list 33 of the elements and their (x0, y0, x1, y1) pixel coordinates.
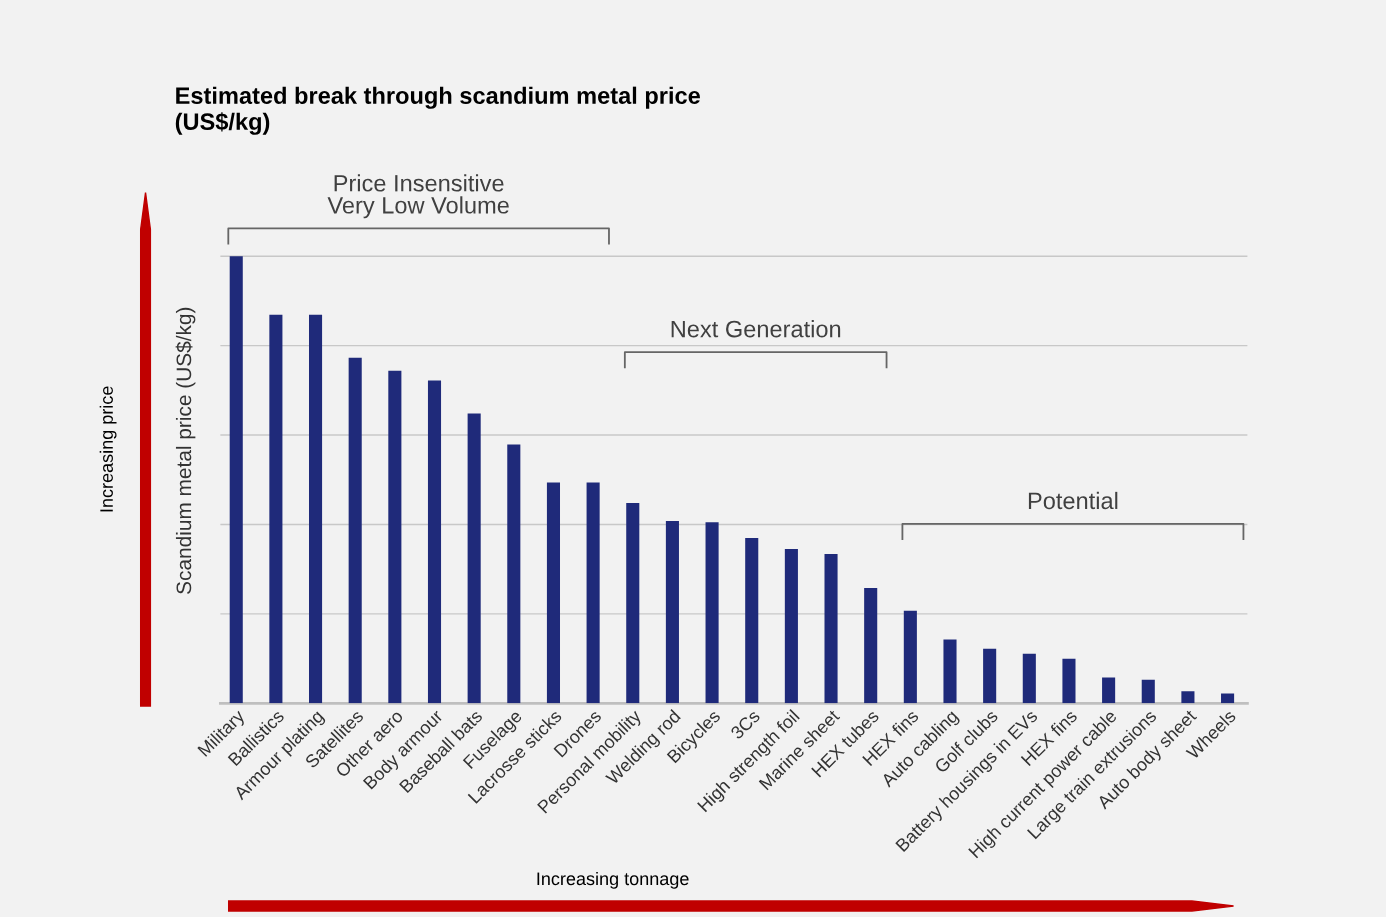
bar (665, 520, 679, 704)
bar (1022, 653, 1036, 704)
bar (229, 256, 243, 704)
bar (1062, 658, 1076, 704)
bar (824, 553, 838, 704)
annotation: Next Generation (671, 320, 841, 338)
bar (388, 370, 402, 704)
bar (626, 503, 640, 704)
text: Increasing tonnage (537, 871, 689, 889)
bar (1141, 679, 1155, 704)
bar (269, 314, 283, 704)
y-axis-title: Scandium metal price (US$/kg) (175, 307, 196, 594)
bar (864, 587, 878, 704)
bar (784, 549, 798, 704)
chart-title: Estimated break through scandium metal price (US$/kg) (175, 86, 700, 135)
bar (705, 522, 719, 704)
bar (348, 357, 362, 704)
bar (1102, 677, 1116, 704)
bar (745, 537, 759, 704)
bar (1221, 693, 1235, 704)
bar (546, 482, 561, 704)
bar (309, 314, 323, 704)
bar (586, 482, 600, 704)
bar (903, 610, 917, 704)
bar (983, 648, 997, 704)
bar (507, 444, 521, 704)
bar (1181, 691, 1195, 704)
annotation: Potential (1028, 491, 1118, 510)
text: Price Insensitive Very Low Volume (327, 174, 509, 219)
bar (943, 639, 957, 704)
text: Increasing price (99, 386, 117, 512)
bar (467, 413, 481, 704)
bar (427, 380, 442, 704)
